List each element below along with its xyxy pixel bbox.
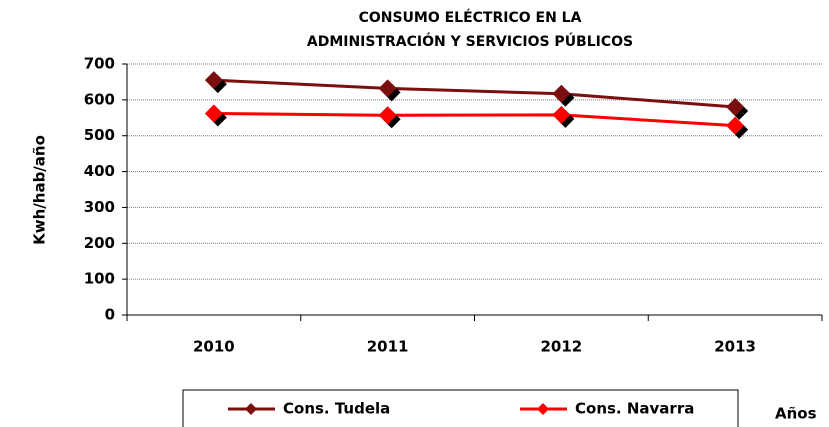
legend-label: Cons. Tudela [283, 400, 390, 418]
x-tick-label: 2011 [367, 338, 409, 356]
y-tick-label: 400 [84, 162, 115, 180]
y-tick-label: 500 [84, 126, 115, 144]
y-tick-label: 0 [105, 306, 115, 324]
x-axis-label: Años [775, 405, 817, 423]
marker [552, 84, 571, 103]
marker [204, 104, 223, 123]
y-tick-label: 100 [84, 270, 115, 288]
x-tick-label: 2010 [193, 338, 235, 356]
marker [204, 71, 223, 90]
y-axis-label: Kwh/hab/año [31, 135, 49, 245]
chart-title: ADMINISTRACIÓN Y SERVICIOS PÚBLICOS [307, 32, 633, 50]
legend-label: Cons. Navarra [575, 400, 694, 418]
y-tick-label: 700 [84, 55, 115, 73]
x-tick-label: 2012 [541, 338, 583, 356]
legend-box [182, 389, 739, 427]
marker [726, 98, 745, 117]
series-line [213, 78, 736, 109]
marker [552, 105, 571, 124]
legend-marker [537, 403, 549, 415]
y-tick-label: 300 [84, 198, 115, 216]
chart-title: CONSUMO ELÉCTRICO EN LA [359, 9, 582, 26]
y-tick-label: 200 [84, 234, 115, 252]
y-tick-label: 600 [84, 90, 115, 108]
x-tick-label: 2013 [714, 338, 756, 356]
legend-marker [245, 403, 257, 415]
series-line [213, 111, 736, 128]
marker [378, 79, 397, 98]
marker [378, 106, 397, 125]
marker [726, 116, 745, 135]
